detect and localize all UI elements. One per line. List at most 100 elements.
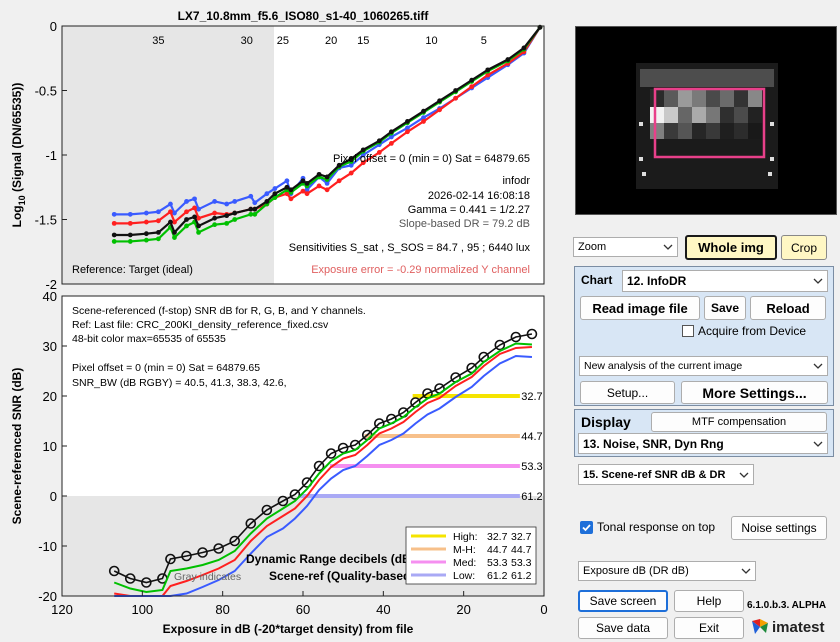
bottom-series-point-Y (313, 460, 325, 472)
chevron-down-icon (813, 278, 823, 284)
chevron-down-icon (739, 472, 749, 478)
top-y-tick-label: -2 (45, 277, 57, 292)
display-label: Display (581, 414, 631, 430)
setup-button[interactable]: Setup... (580, 381, 675, 404)
top-series-point-Y (437, 98, 442, 104)
top-series-point-B (196, 206, 201, 212)
snr-info-line-3: 48-bit color max=65535 of 65535 (72, 333, 226, 345)
top-series-point-R (360, 160, 366, 166)
stop-label: 10 (425, 35, 437, 47)
exposure-dropdown[interactable]: Exposure dB (DR dB) (578, 561, 756, 581)
more-settings-label: More Settings... (702, 384, 807, 401)
top-series-point-Y (336, 162, 342, 168)
bottom-series-point-Y (213, 543, 224, 554)
top-series-point-Y (288, 187, 294, 193)
save-button[interactable]: Save (704, 296, 746, 320)
reload-label: Reload (766, 300, 810, 316)
noise-settings-button[interactable]: Noise settings (731, 516, 827, 540)
plot-type-dropdown[interactable]: 15. Scene-ref SNR dB & DR (578, 464, 754, 485)
top-series-point-R (168, 209, 173, 215)
top-series-point-Y (192, 214, 197, 220)
snr-info-line-4: Pixel offset = 0 (min = 0) Sat = 64879.6… (72, 362, 260, 374)
setup-label: Setup... (606, 385, 649, 400)
top-series-point-B (360, 152, 366, 158)
save-data-button[interactable]: Save data (578, 617, 668, 639)
top-series-point-R (485, 72, 491, 78)
legend-name: Med: (453, 557, 476, 569)
top-series-point-G (111, 239, 117, 244)
top-series-point-Y (453, 88, 459, 93)
bottom-series-line-B (114, 354, 533, 597)
plots-area: LX7_10.8mm_f5.6_ISO80_s1-40_1060265.tiff… (10, 9, 548, 636)
top-y-tick-label: -0.5 (35, 84, 57, 99)
stop-label: 30 (241, 35, 253, 47)
analysis-dropdown[interactable]: New analysis of the current image (579, 356, 828, 376)
top-series-point-Y (248, 206, 254, 212)
bottom-y-tick-label: 0 (50, 489, 57, 504)
top-series-point-R (304, 191, 310, 197)
crop-button[interactable]: Crop (781, 235, 827, 260)
zoom-dropdown[interactable]: Zoom (573, 237, 678, 257)
top-series-point-G (232, 217, 238, 222)
dr-subtitle-text: Scene-ref (Quality-based (269, 569, 410, 583)
top-series-point-G (196, 230, 201, 235)
bottom-series-point-Y (124, 573, 136, 584)
reload-button[interactable]: Reload (750, 296, 826, 320)
snr-level-label: 32.7 (521, 391, 542, 403)
bottom-series-point-Y (494, 339, 506, 351)
top-series-point-R (336, 178, 342, 184)
imatest-brand-text: imatest (772, 618, 825, 636)
top-series-point-B (284, 178, 290, 184)
stop-label: 15 (357, 35, 369, 47)
snr-level-lines: 32.7 44.7 53.3 61.2 (298, 391, 543, 503)
more-settings-button[interactable]: More Settings... (681, 381, 828, 404)
bottom-y-tick-label: -20 (38, 589, 57, 604)
top-series-point-G (156, 236, 161, 242)
top-series-point-G (127, 239, 133, 244)
top-series-point-B (405, 125, 410, 131)
top-series-point-Y (143, 231, 149, 237)
top-series-point-Y (360, 147, 366, 153)
top-series-point-Y (184, 217, 189, 222)
dr-title-text: Dynamic Range decibels (dB (246, 552, 411, 566)
read-image-file-button[interactable]: Read image file (580, 296, 700, 320)
mtf-compensation-button[interactable]: MTF compensation (651, 412, 827, 432)
snr-level-label: 53.3 (521, 461, 542, 473)
display-dropdown[interactable]: 13. Noise, SNR, Dyn Rng (578, 433, 828, 454)
legend-value-2: 44.7 (511, 544, 532, 556)
legend-name: M-H: (453, 544, 476, 556)
exit-button[interactable]: Exit (674, 617, 744, 639)
top-series-point-R (388, 140, 394, 146)
plot-type-dropdown-value: 15. Scene-ref SNR dB & DR (583, 468, 726, 481)
top-series-point-Y (300, 178, 306, 184)
top-series-point-R (172, 219, 177, 225)
chevron-down-icon (813, 441, 823, 447)
top-series-point-R (453, 95, 459, 101)
top-series-point-B (143, 210, 149, 216)
top-series-point-R (156, 218, 161, 224)
zoom-dropdown-label: Zoom (578, 241, 607, 253)
whole-img-button[interactable]: Whole img (685, 235, 777, 260)
help-button[interactable]: Help (674, 590, 744, 612)
top-series-point-R (143, 219, 149, 225)
top-series-point-Y (348, 156, 354, 162)
top-series-point-R (348, 170, 354, 176)
top-series-point-Y (376, 138, 382, 144)
top-series-point-R (196, 215, 201, 221)
acquire-checkbox[interactable] (682, 325, 694, 337)
tonal-checkbox[interactable] (580, 521, 593, 534)
target-chart-thumbnail (636, 63, 778, 189)
bottom-series-point-Y (277, 495, 289, 507)
mtf-compensation-label: MTF compensation (691, 416, 787, 428)
top-series-point-R (300, 188, 306, 194)
chart-dropdown[interactable]: 12. InfoDR (622, 270, 828, 292)
bottom-series-point-Y (229, 535, 241, 547)
top-series-point-Y (127, 232, 133, 238)
save-screen-button[interactable]: Save screen (578, 590, 668, 612)
top-series-point-B (168, 201, 173, 207)
chart-patches (650, 89, 762, 139)
top-series-point-R (469, 84, 475, 90)
legend-value-1: 32.7 (487, 531, 508, 543)
exposure-error-text: Exposure error = -0.29 normalized Y chan… (311, 264, 530, 276)
bottom-plot-series (108, 328, 538, 597)
